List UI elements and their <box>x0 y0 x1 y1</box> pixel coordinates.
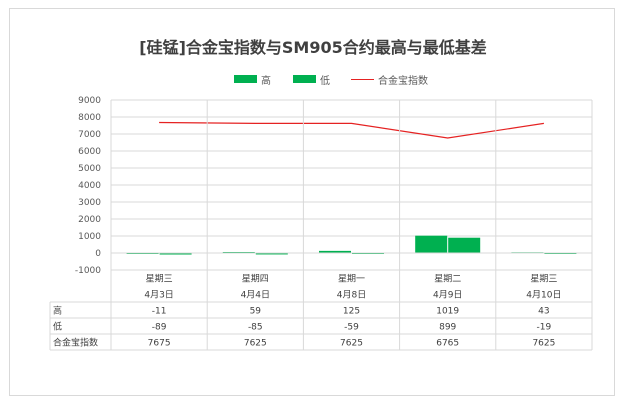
y-tick-label: 0 <box>95 249 101 259</box>
y-tick-label: 6000 <box>78 147 101 157</box>
table-cell: -85 <box>248 323 263 333</box>
table-row-label: 合金宝指数 <box>53 337 98 349</box>
legend-swatch-index <box>351 78 374 80</box>
category-date-label: 4月9日 <box>433 290 462 301</box>
legend-item-index: 合金宝指数 <box>351 72 428 87</box>
y-tick-label: 4000 <box>78 181 101 191</box>
table-cell: 125 <box>343 307 360 317</box>
table-row-label: 高 <box>53 305 62 317</box>
table-cell: 59 <box>250 307 262 317</box>
legend-item-high: 高 <box>234 72 271 87</box>
category-date-label: 4月4日 <box>241 290 270 301</box>
legend-label-high: 高 <box>261 75 271 87</box>
table-cell: 43 <box>538 307 549 317</box>
table-cell: 1019 <box>436 307 459 317</box>
bar <box>222 251 255 253</box>
table-cell: -19 <box>537 323 552 333</box>
y-tick-label: 2000 <box>78 215 101 225</box>
category-date-label: 4月8日 <box>337 290 366 301</box>
table-cell: 6765 <box>436 339 459 349</box>
chart-legend: 高 低 合金宝指数 <box>0 72 626 87</box>
category-weekday-label: 星期二 <box>434 274 461 285</box>
bar <box>319 250 351 253</box>
legend-swatch-low <box>293 75 316 83</box>
bar <box>448 237 481 253</box>
bar <box>415 235 448 253</box>
table-cell: 899 <box>439 323 456 333</box>
table-cell: 7625 <box>532 339 555 349</box>
bar <box>159 253 192 255</box>
table-row-label: 低 <box>53 321 62 333</box>
legend-item-low: 低 <box>293 72 330 87</box>
table-cell: 7675 <box>148 339 171 349</box>
bar <box>352 253 384 255</box>
table-cell: -11 <box>152 307 167 317</box>
category-weekday-label: 星期三 <box>146 274 173 285</box>
category-weekday-label: 星期三 <box>530 274 557 285</box>
y-tick-label: 7000 <box>78 130 101 140</box>
category-date-label: 4月3日 <box>144 290 173 301</box>
table-cell: 7625 <box>244 339 267 349</box>
category-weekday-label: 星期一 <box>338 274 365 285</box>
bar <box>255 253 288 255</box>
y-tick-label: -1000 <box>75 266 101 276</box>
category-date-label: 4月10日 <box>526 290 561 301</box>
legend-swatch-high <box>234 75 257 83</box>
table-cell: 7625 <box>340 339 363 349</box>
y-tick-label: 5000 <box>78 164 101 174</box>
y-tick-label: 9000 <box>78 96 101 106</box>
y-tick-label: 3000 <box>78 198 101 208</box>
table-cell: -59 <box>344 323 359 333</box>
legend-label-index: 合金宝指数 <box>378 75 428 87</box>
chart-title: [硅锰]合金宝指数与SM905合约最高与最低基差 <box>139 38 487 57</box>
category-weekday-label: 星期四 <box>242 274 269 285</box>
legend-label-low: 低 <box>320 75 330 87</box>
y-tick-label: 8000 <box>78 113 101 123</box>
index-line <box>159 121 544 139</box>
y-tick-label: 1000 <box>78 232 101 242</box>
table-cell: -89 <box>152 323 167 333</box>
